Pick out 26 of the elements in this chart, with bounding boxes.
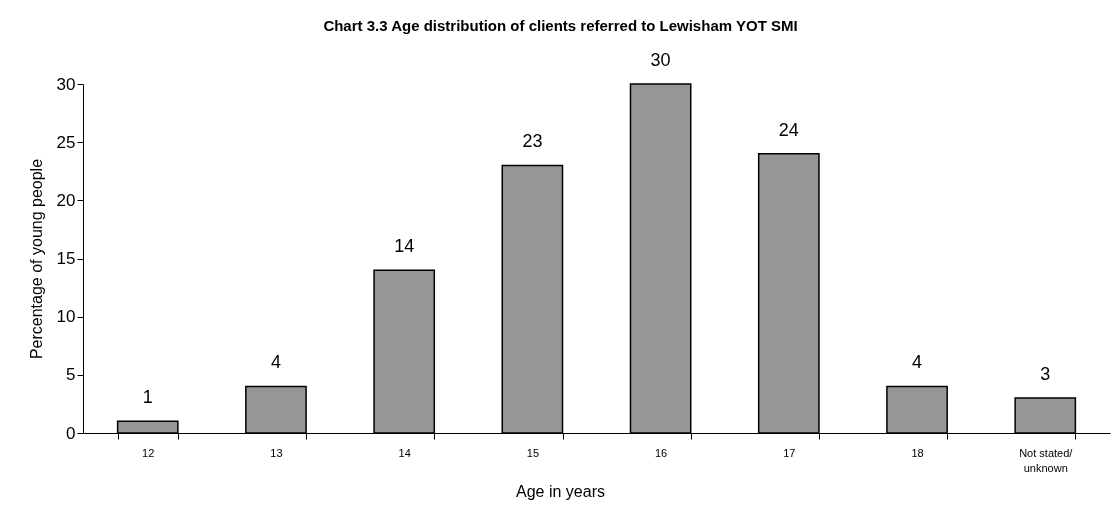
data-label: 30: [650, 50, 671, 70]
y-tick-label: 10: [56, 307, 76, 327]
data-label: 23: [522, 131, 543, 152]
y-tick-label: 25: [56, 132, 76, 152]
y-tick-label: 0: [66, 423, 76, 443]
y-axis-title: Percentage of young people: [27, 158, 45, 360]
data-label: 14: [394, 236, 415, 257]
data-label: 3: [1040, 364, 1051, 385]
y-tick-label: 5: [66, 365, 76, 385]
x-tick-label: 13: [270, 446, 283, 459]
x-tick-label: Not stated/ unknown: [1019, 446, 1074, 474]
x-tick-label: 18: [911, 446, 924, 459]
chart-title: Chart 3.3 Age distribution of clients referred to Lewisham YOT SMI: [323, 17, 798, 34]
data-label: 24: [778, 119, 799, 140]
y-tick-label: 15: [56, 249, 76, 268]
x-tick-label: 14: [398, 446, 411, 459]
x-tick-label: 17: [783, 446, 796, 459]
x-tick-label: 16: [654, 446, 668, 459]
x-axis-title: Age in years: [516, 482, 605, 500]
x-tick-label: 15: [526, 446, 540, 459]
data-label: 4: [912, 352, 923, 373]
y-tick-label: 20: [56, 190, 76, 210]
y-tick-label: 30: [56, 74, 76, 94]
x-tick-label: 12: [142, 446, 155, 459]
data-label: 4: [270, 352, 281, 373]
data-label: 1: [142, 387, 153, 408]
